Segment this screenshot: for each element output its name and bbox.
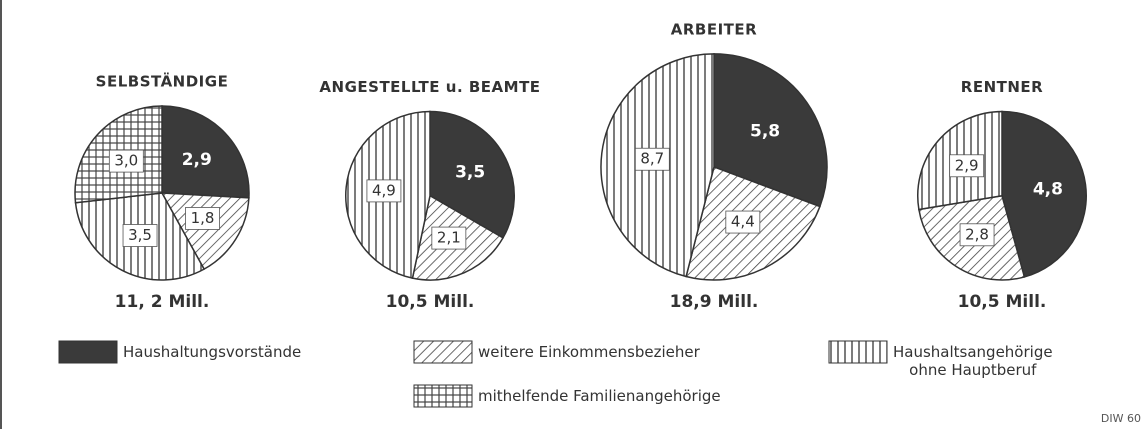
legend-swatch xyxy=(413,384,473,408)
label-box xyxy=(725,210,761,234)
pie-total: 10,5 Mill. xyxy=(958,292,1047,312)
label-box xyxy=(634,147,670,171)
label-box xyxy=(108,149,144,173)
pie-title: ARBEITER xyxy=(671,20,757,38)
label-box xyxy=(949,154,985,178)
pie-total: 10,5 Mill. xyxy=(386,292,475,312)
label-box xyxy=(431,226,467,250)
value-label: 2,8 xyxy=(965,225,989,243)
legend-label: Haushaltsangehörige ohne Hauptberuf xyxy=(893,343,1053,379)
label-box xyxy=(122,224,158,247)
legend-label: Haushaltungsvorstände xyxy=(123,343,302,361)
pie-slice xyxy=(161,105,250,199)
label-box xyxy=(366,179,402,203)
value-label: 5,8 xyxy=(750,122,780,142)
label-box xyxy=(185,207,220,230)
pie-slice xyxy=(160,192,250,271)
value-label: 3,5 xyxy=(455,163,485,183)
pie-title: SELBSTÄNDIGE xyxy=(96,71,229,90)
source-note: DIW 60 xyxy=(1100,412,1141,425)
legend-swatch xyxy=(58,340,118,364)
legend-label: mithelfende Familienangehörige xyxy=(478,387,721,405)
value-label: 2,1 xyxy=(437,229,461,247)
pie-slice xyxy=(429,110,515,239)
value-label: 1,8 xyxy=(191,209,215,227)
value-label: 3,0 xyxy=(114,152,138,170)
value-label: 2,9 xyxy=(182,150,212,170)
pie-title: ANGESTELLTE u. BEAMTE xyxy=(319,78,540,96)
value-label: 4,8 xyxy=(1033,180,1063,200)
pie-total: 11, 2 Mill. xyxy=(115,292,210,312)
legend-label: weitere Einkommensbezieher xyxy=(478,343,700,361)
value-label: 2,9 xyxy=(955,156,979,174)
legend-swatch xyxy=(413,340,473,364)
value-label: 3,5 xyxy=(128,226,152,244)
value-label: 4,9 xyxy=(372,181,396,199)
pie-slice xyxy=(1001,110,1087,278)
legend-swatch xyxy=(828,340,888,364)
value-label: 8,7 xyxy=(640,150,664,168)
pie-title: RENTNER xyxy=(961,78,1043,96)
value-label: 4,4 xyxy=(731,213,755,231)
pie-slice xyxy=(713,53,828,208)
label-box xyxy=(959,223,995,247)
pie-total: 18,9 Mill. xyxy=(670,292,759,312)
